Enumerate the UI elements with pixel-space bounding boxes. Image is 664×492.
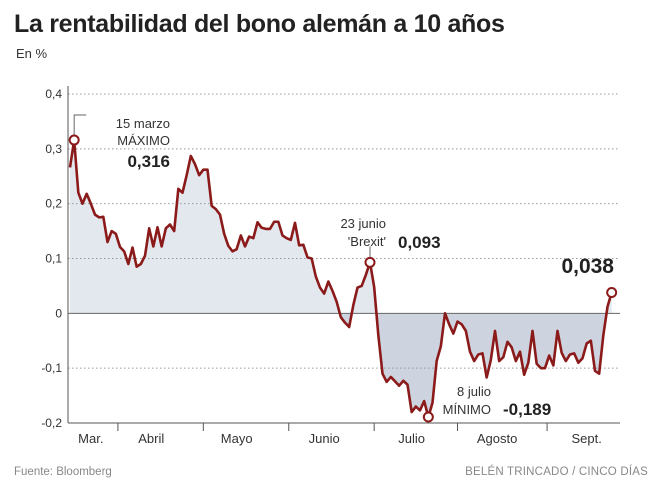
x-tick-label: Julio xyxy=(398,431,425,446)
max-date-label: 15 marzo xyxy=(116,116,170,131)
y-tick-label: -0,2 xyxy=(41,416,62,430)
annotation-layer: 15 marzo MÁXIMO 0,316 23 junio 'Brexit' 0,093… xyxy=(68,114,618,423)
area-fill-negative xyxy=(339,313,607,417)
max-value-label: 0,316 xyxy=(127,152,170,171)
brexit-value-label: 0,093 xyxy=(398,233,441,252)
y-tick-label: 0,4 xyxy=(45,87,62,101)
x-tick-label: Abril xyxy=(138,431,164,446)
brexit-date-label: 23 junio xyxy=(340,216,386,231)
series-line xyxy=(68,138,613,419)
area-fill-layer xyxy=(70,140,612,417)
axis-layer: 0,4 0,3 0,2 0,1 0 -0,1 -0,2 Mar. Abril Mayo Junio J… xyxy=(41,86,620,446)
min-date-label: 8 julio xyxy=(457,384,491,399)
y-tick-label: 0,1 xyxy=(45,252,62,266)
source-note: Fuente: Bloomberg xyxy=(14,466,112,478)
x-tick-label: Mar. xyxy=(78,431,103,446)
series-line-layer xyxy=(68,138,613,419)
max-point-marker xyxy=(68,134,80,146)
last-value-label: 0,038 xyxy=(561,255,614,278)
max-leader-line xyxy=(73,114,87,141)
x-tick-label: Sept. xyxy=(571,431,601,446)
brexit-event-label: 'Brexit' xyxy=(348,234,386,249)
x-tick-label: Agosto xyxy=(477,431,517,446)
min-value-label: -0,189 xyxy=(503,400,551,419)
x-tick-label: Mayo xyxy=(221,431,253,446)
area-fill-positive xyxy=(70,140,612,314)
chart-title: La rentabilidad del bono alemán a 10 año… xyxy=(14,10,505,38)
x-tick-label: Junio xyxy=(309,431,340,446)
y-tick-label: -0,1 xyxy=(41,361,62,375)
min-type-label: MÍNIMO xyxy=(443,402,491,417)
credit-note: BELÉN TRINCADO / CINCO DÍAS xyxy=(465,466,648,478)
max-type-label: MÁXIMO xyxy=(117,133,170,148)
brexit-point-marker xyxy=(364,256,376,268)
y-axis-unit: En % xyxy=(16,46,48,61)
y-tick-label: 0 xyxy=(55,306,62,320)
y-tick-label: 0,2 xyxy=(45,197,62,211)
min-point-marker xyxy=(422,411,434,423)
y-tick-label: 0,3 xyxy=(45,142,62,156)
last-point-marker xyxy=(606,286,618,298)
